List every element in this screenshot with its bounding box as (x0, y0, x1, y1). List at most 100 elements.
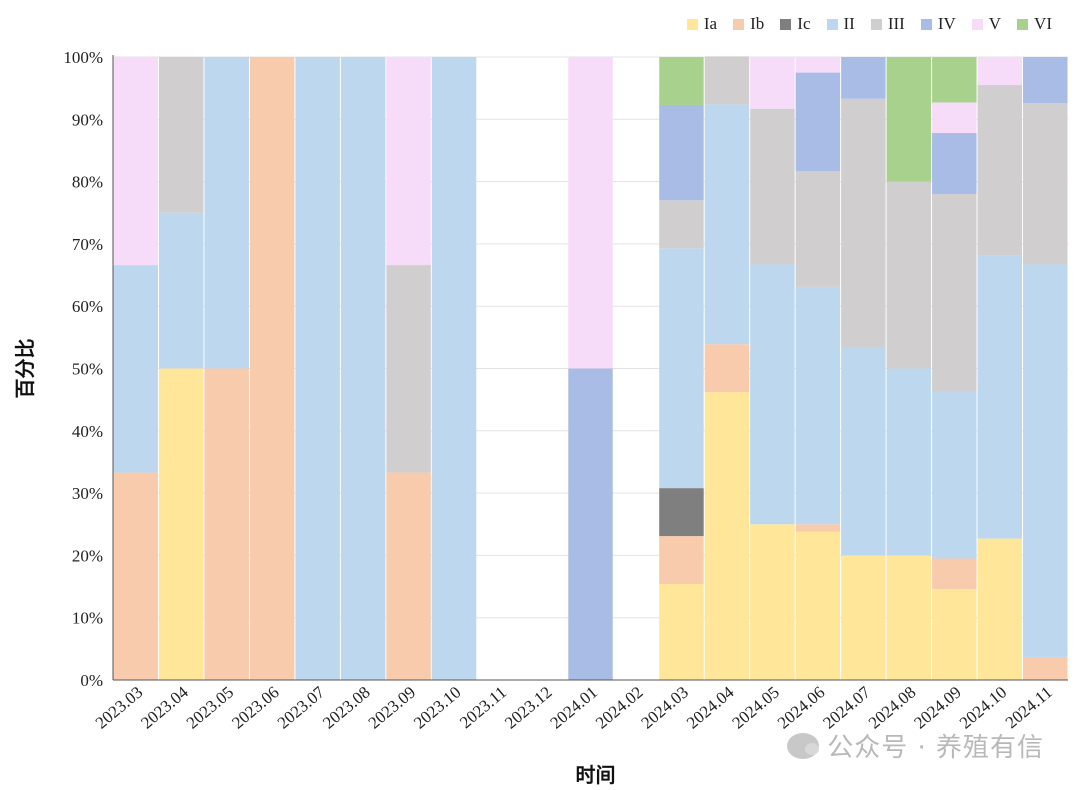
x-tick-label: 2023.10 (410, 683, 465, 733)
watermark-text: 公众号 · 养殖有信 (827, 733, 1044, 763)
bar-segment (204, 57, 249, 369)
x-tick-label: 2023.06 (228, 683, 283, 733)
bar-segment (659, 104, 704, 201)
bar-segment (932, 391, 977, 559)
bar-segment (977, 538, 1023, 680)
legend-item: Ia (686, 14, 718, 34)
bar-segment (932, 558, 977, 590)
bar-segment (1023, 57, 1068, 104)
x-tick-label: 2024.04 (683, 682, 738, 732)
legend-label: Ib (750, 14, 765, 33)
legend-item: IV (920, 14, 956, 34)
bar-segment (386, 265, 431, 473)
bar-segment (158, 212, 204, 369)
x-tick-label: 2024.07 (819, 682, 874, 732)
bar-segment (841, 98, 886, 348)
y-tick-label: 20% (72, 546, 103, 565)
legend-label: III (887, 14, 905, 33)
bar-segment (659, 488, 704, 537)
legend-label: VI (1034, 14, 1052, 33)
bar-segment (1023, 264, 1068, 657)
bar-segment (704, 104, 750, 345)
bar-segment (568, 57, 613, 369)
bar-segment (841, 555, 886, 680)
x-tick-label: 2024.08 (865, 683, 920, 733)
legend: Ia Ib Ic II III IV V VI (686, 14, 1052, 34)
bar-segment (795, 286, 841, 525)
legend-swatch (971, 18, 983, 30)
bar-segment (750, 57, 795, 109)
bar-segment (113, 265, 158, 473)
bar-segment (932, 194, 977, 392)
legend-swatch (733, 18, 745, 30)
watermark: 公众号 · 养殖有信 (787, 727, 1044, 764)
y-tick-label: 60% (72, 297, 103, 316)
bar-segment (704, 392, 750, 680)
x-tick-label: 2023.03 (92, 683, 147, 733)
bar-segment (386, 472, 431, 680)
bar-segment (886, 368, 932, 556)
x-tick-label: 2023.08 (319, 683, 374, 733)
legend-label: IV (937, 14, 956, 33)
x-tick-label: 2023.05 (183, 683, 238, 733)
bar-segment (795, 171, 841, 287)
bar-segment (295, 57, 340, 680)
bar-segment (932, 102, 977, 134)
legend-swatch (870, 18, 882, 30)
bar-segment (932, 589, 977, 680)
y-tick-label: 50% (72, 360, 103, 379)
legend-label: V (988, 14, 1002, 33)
legend-item: Ic (780, 14, 811, 34)
y-tick-label: 90% (72, 110, 103, 129)
bar-segment (795, 531, 841, 680)
y-tick-label: 100% (63, 48, 103, 67)
bar-segment (750, 524, 795, 680)
x-tick-label: 2024.11 (1002, 683, 1056, 733)
x-tick-label: 2023.09 (365, 683, 420, 733)
bar-segment (659, 200, 704, 249)
bar-segment (886, 57, 932, 182)
bar-segment (977, 85, 1023, 256)
bar-segment (158, 57, 204, 213)
legend-item: III (870, 14, 905, 34)
y-axis-title: 百分比 (13, 339, 37, 399)
bar-segment (386, 57, 431, 266)
bar-segment (340, 57, 386, 680)
x-tick-label: 2023.11 (456, 683, 510, 733)
bar-segment (886, 181, 932, 369)
x-axis-title: 时间 (576, 763, 616, 787)
bar-segment (704, 56, 750, 105)
y-tick-label: 70% (72, 235, 103, 254)
bar-segment (750, 264, 795, 525)
bar-segment (113, 57, 158, 266)
x-tick-label: 2023.04 (137, 682, 192, 732)
bar-segment (704, 344, 750, 393)
bar-segment (249, 57, 295, 680)
wechat-icon (787, 732, 820, 759)
legend-swatch (780, 18, 792, 30)
bar-segment (659, 536, 704, 585)
bar-segment (841, 347, 886, 556)
y-tick-label: 40% (72, 422, 103, 441)
bar-segment (158, 368, 204, 680)
legend-item: VI (1017, 14, 1052, 34)
legend-label: Ic (797, 14, 811, 33)
legend-swatch (920, 18, 932, 30)
legend-label: Ia (703, 14, 718, 33)
x-tick-label: 2023.12 (501, 683, 556, 733)
x-tick-label: 2024.10 (956, 683, 1011, 733)
bar-segment (1023, 103, 1068, 265)
x-tick-label: 2024.03 (637, 683, 692, 733)
bar-segment (977, 57, 1023, 86)
bar-segment (795, 57, 841, 73)
bar-segment (1023, 656, 1068, 680)
legend-swatch (826, 18, 838, 30)
x-tick-label: 2024.05 (728, 683, 783, 733)
bar-segment (204, 368, 249, 680)
x-tick-label: 2024.09 (910, 683, 965, 733)
bar-segment (932, 57, 977, 103)
legend-item: V (971, 14, 1002, 34)
y-tick-label: 0% (80, 671, 103, 690)
